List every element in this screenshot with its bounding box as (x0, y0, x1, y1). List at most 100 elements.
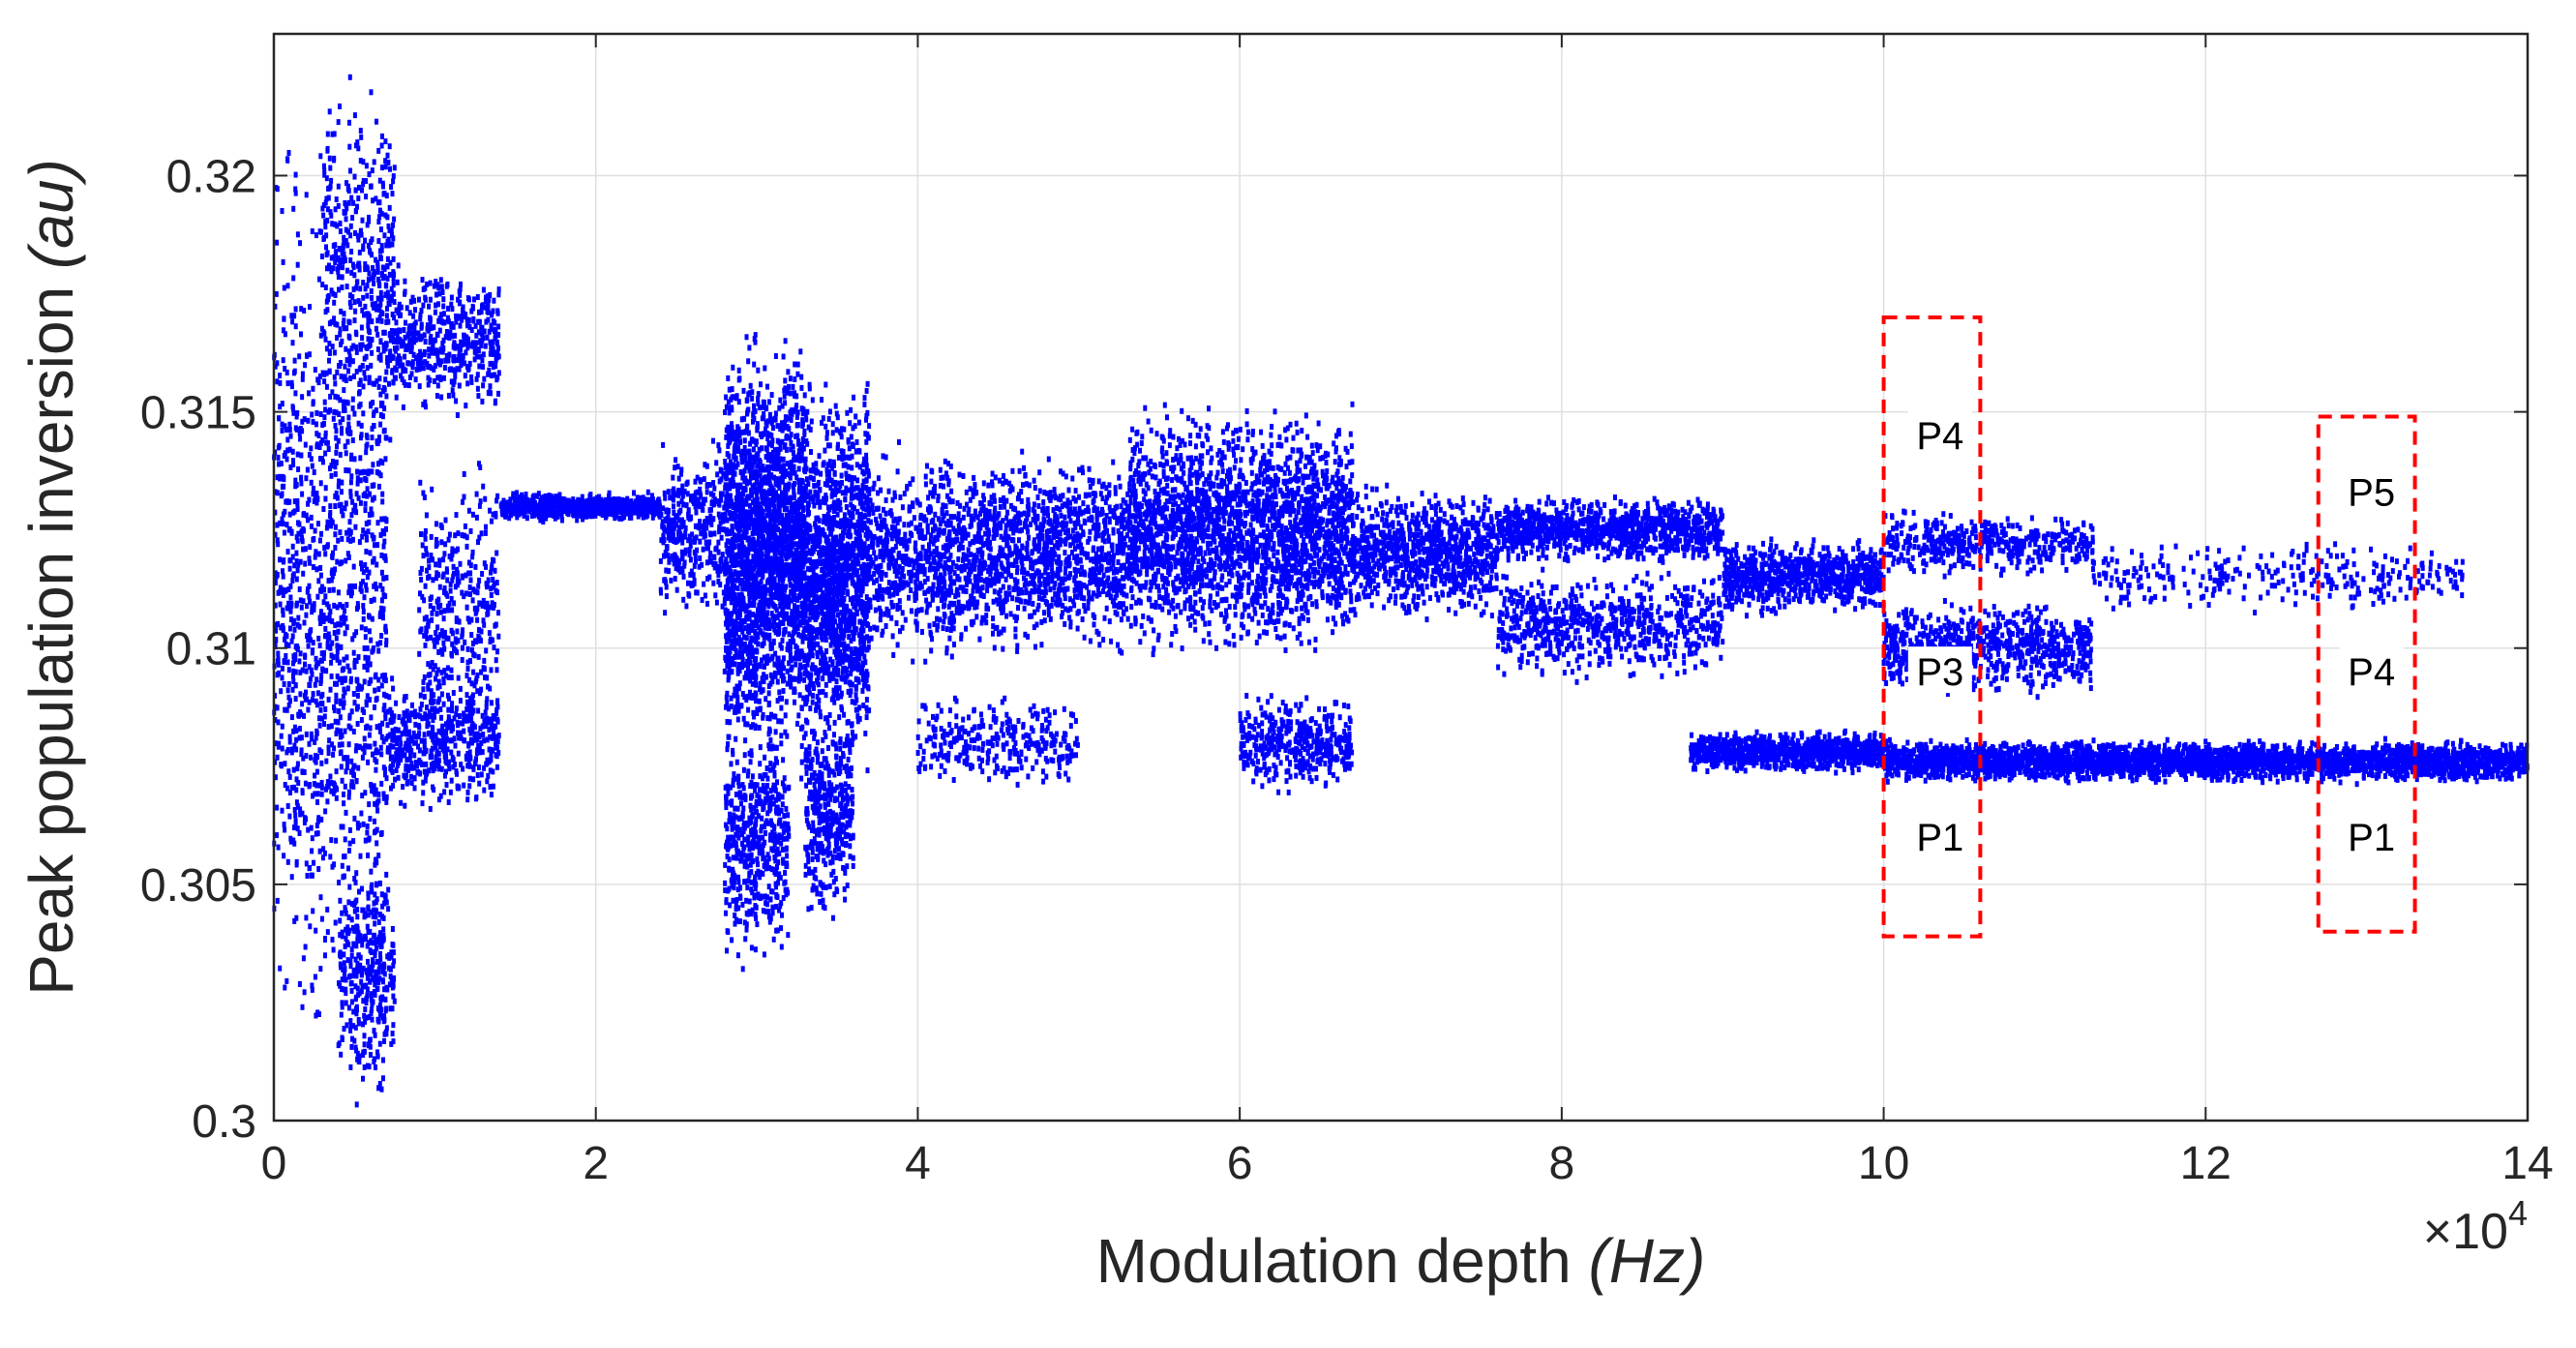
data-point (412, 731, 416, 736)
data-point (366, 853, 370, 858)
data-point (352, 564, 356, 570)
data-point (381, 978, 385, 984)
data-point (308, 923, 312, 929)
data-point (372, 269, 375, 275)
data-point (323, 626, 327, 632)
data-point (296, 466, 300, 472)
data-point (361, 1076, 365, 1082)
data-point (418, 748, 422, 754)
data-point (536, 511, 540, 517)
data-point (348, 1064, 352, 1070)
data-point (347, 144, 351, 150)
data-point (376, 440, 380, 446)
data-point (384, 393, 388, 399)
data-point (351, 200, 355, 206)
data-point (716, 442, 720, 448)
data-point (342, 317, 345, 323)
data-point (438, 706, 442, 712)
data-point (450, 628, 454, 634)
data-point (431, 577, 434, 583)
data-point (321, 506, 325, 512)
data-point (454, 548, 458, 554)
data-point (363, 562, 367, 568)
data-point (318, 456, 322, 462)
data-point (397, 327, 401, 333)
data-point (363, 304, 367, 310)
data-point (364, 449, 368, 455)
data-point (456, 580, 460, 585)
data-point (444, 334, 448, 340)
data-point (370, 89, 374, 95)
data-point (356, 765, 360, 771)
data-point (390, 242, 394, 248)
data-point (383, 138, 387, 144)
data-point (328, 369, 332, 374)
data-point (439, 539, 443, 545)
data-point (356, 233, 360, 239)
data-point (363, 375, 367, 381)
data-point (450, 642, 454, 647)
data-point (293, 807, 297, 813)
data-point (293, 498, 297, 504)
data-point (419, 531, 423, 537)
data-point (484, 530, 488, 536)
data-point (295, 601, 299, 607)
data-point (325, 601, 329, 607)
data-point (353, 174, 357, 180)
data-point (304, 613, 308, 618)
data-point (327, 750, 331, 756)
data-point (374, 970, 377, 975)
data-point (344, 927, 347, 933)
data-point (346, 589, 350, 595)
data-point (336, 674, 340, 679)
data-point (525, 501, 529, 507)
data-point (382, 986, 386, 992)
data-point (353, 664, 357, 670)
data-point (361, 246, 365, 252)
data-point (763, 366, 766, 372)
data-point (291, 544, 295, 550)
data-point (299, 453, 303, 459)
data-point (347, 848, 351, 854)
data-point (705, 483, 709, 489)
data-point (494, 657, 498, 663)
data-point (281, 724, 285, 730)
data-point (290, 874, 294, 880)
data-point (363, 1049, 367, 1055)
data-point (374, 1064, 377, 1070)
data-point (344, 784, 347, 790)
data-point (353, 456, 357, 462)
data-point (523, 513, 526, 519)
data-point (356, 195, 360, 201)
data-point (689, 538, 693, 544)
data-point (331, 344, 335, 349)
data-point (411, 364, 415, 370)
data-point (334, 838, 338, 844)
data-point (479, 498, 483, 504)
data-point (466, 337, 470, 343)
data-point (276, 898, 280, 904)
data-point (291, 275, 295, 281)
data-point (376, 346, 380, 352)
data-point (698, 539, 702, 545)
data-point (546, 504, 550, 510)
data-point (286, 859, 290, 865)
data-point (449, 588, 453, 594)
data-point (283, 659, 286, 665)
data-point (317, 552, 321, 557)
data-point (551, 499, 554, 505)
data-point (667, 508, 671, 514)
data-point (379, 751, 383, 757)
data-point (387, 966, 391, 972)
data-point (478, 319, 482, 325)
data-point (487, 310, 491, 315)
data-point (364, 194, 368, 199)
data-point (459, 561, 463, 567)
data-point (343, 209, 346, 215)
data-point (347, 120, 351, 126)
data-point (318, 538, 322, 544)
data-point (384, 319, 388, 325)
data-point (393, 777, 397, 783)
data-point (334, 249, 338, 255)
data-point (420, 323, 424, 329)
